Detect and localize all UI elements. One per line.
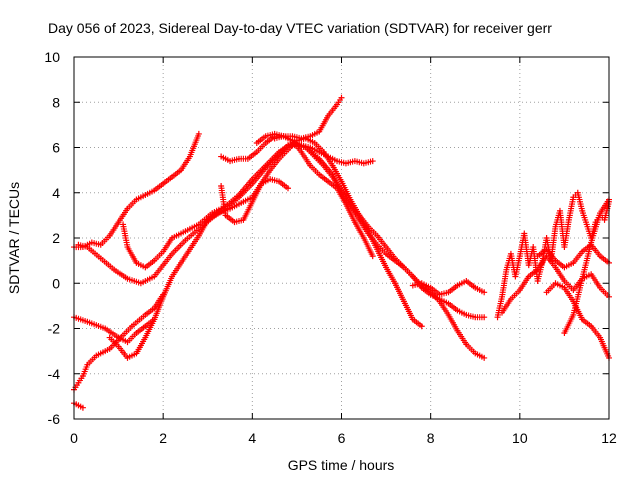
grid-lines [74, 57, 609, 419]
chart-title: Day 056 of 2023, Sidereal Day-to-day VTE… [48, 20, 552, 36]
y-axis-label: SDTVAR / TECUs [6, 182, 22, 294]
series-17 [561, 196, 612, 337]
series-marker-trail [536, 243, 611, 270]
series-marker-trail [108, 176, 290, 360]
y-tick-label: -6 [48, 411, 61, 427]
series-marker-trail [73, 133, 201, 251]
series-8 [218, 135, 425, 330]
y-tick-labels: -6 -4 -2 0 2 4 6 8 10 [44, 49, 60, 427]
x-axis-label: GPS time / hours [288, 457, 395, 473]
y-tick-label: 4 [52, 185, 60, 201]
x-tick-label: 6 [338, 430, 346, 446]
data-series [71, 94, 612, 411]
x-tick-label: 0 [70, 430, 78, 446]
y-tick-label: -2 [48, 321, 61, 337]
series-marker-trail [72, 293, 165, 391]
series-15 [543, 280, 612, 361]
y-tick-label: 8 [52, 94, 60, 110]
series-9 [218, 133, 376, 260]
x-tick-label: 2 [159, 430, 167, 446]
series-5 [75, 142, 488, 361]
series-2 [71, 291, 167, 393]
series-marker-trail [562, 198, 611, 334]
x-tick-label: 12 [601, 430, 617, 446]
series-marker-trail [412, 279, 485, 297]
series-marker-trail [73, 314, 156, 344]
y-tick-label: -4 [48, 366, 61, 382]
series-marker-trail [273, 97, 343, 141]
series-marker-trail [218, 136, 423, 328]
series-marker-trail [73, 401, 84, 410]
x-tick-label: 4 [248, 430, 256, 446]
y-tick-label: 2 [52, 230, 60, 246]
y-tick-label: 10 [44, 49, 60, 65]
series-4 [71, 400, 86, 411]
series-16 [534, 241, 612, 271]
series-marker-trail [120, 140, 485, 321]
x-tick-labels: 0 2 4 6 8 10 12 [70, 430, 617, 446]
x-tick-label: 8 [427, 430, 435, 446]
series-marker-trail [77, 142, 485, 360]
series-12 [409, 277, 488, 298]
y-tick-label: 6 [52, 140, 60, 156]
axis-ticks [73, 56, 610, 420]
series-11 [271, 94, 345, 142]
x-tick-label: 10 [512, 430, 528, 446]
y-tick-label: 0 [52, 275, 60, 291]
